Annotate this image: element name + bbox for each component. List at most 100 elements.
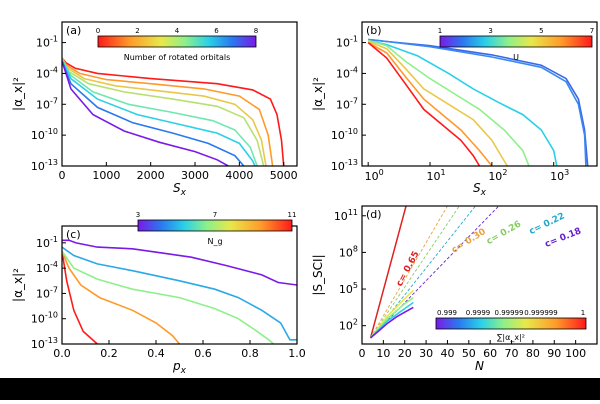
- colorbar-b-tick-1: 3: [488, 27, 492, 35]
- colorbar-d-tick-2: 0.99999: [495, 309, 524, 317]
- y-axis-label: |α_x|²: [11, 268, 25, 302]
- bottom-border: [0, 378, 600, 400]
- series-line-5: [62, 59, 256, 166]
- series-line-2: [62, 57, 267, 166]
- colorbar-a-tick-4: 8: [254, 27, 258, 35]
- x-tick-label-4: 0.8: [241, 347, 259, 360]
- panel-0-plot-area: [62, 57, 285, 166]
- colorbar-d-tick-4: 1: [581, 309, 585, 317]
- colorbar-d-tick-3: 0.999999: [524, 309, 557, 317]
- x-tick-label-3: 3000: [181, 169, 209, 182]
- y-axis-label: |S_SCI|: [311, 254, 325, 295]
- colorbar-a-tick-2: 4: [175, 27, 180, 35]
- series-line-5: [367, 41, 493, 166]
- y-tick-label-1: 10-4: [336, 65, 358, 80]
- x-tick-label-8: 80: [526, 347, 540, 360]
- series-line-1: [368, 38, 587, 166]
- panel-3-frame: [361, 205, 598, 345]
- y-tick-label-0: 10-1: [36, 35, 58, 50]
- colorbar-c-tick-2: 11: [288, 211, 297, 219]
- series-line-0: [62, 57, 285, 166]
- series-line-6: [367, 41, 481, 166]
- colorbar-c-tick-0: 3: [136, 211, 140, 219]
- y-axis-label: |α_x|²: [311, 77, 325, 111]
- y-tick-label-2: 10-7: [336, 96, 358, 111]
- x-tick-label-2: 20: [398, 347, 412, 360]
- colorbar-b: [439, 35, 593, 48]
- x-tick-label-0: 0: [59, 169, 66, 182]
- x-tick-label-3: 0.6: [194, 347, 212, 360]
- series-line-6: [62, 60, 245, 166]
- y-tick-label-1: 10-4: [36, 260, 58, 275]
- y-tick-label-3: 10-10: [31, 311, 58, 326]
- x-tick-label-5: 1.0: [288, 347, 306, 360]
- fit-line-2: [370, 206, 460, 339]
- x-tick-label-1: 10: [376, 347, 390, 360]
- series-line-1: [62, 250, 181, 344]
- x-tick-label-1: 0.2: [100, 347, 118, 360]
- y-tick-label-0: 10-1: [36, 235, 58, 250]
- y-tick-label-4: 10-13: [31, 336, 58, 351]
- colorbar-b-tick-2: 5: [539, 27, 543, 35]
- y-tick-label-1: 105: [339, 281, 358, 296]
- colorbar-d-label: ∑|α_x|²: [497, 333, 525, 342]
- series-line-4: [62, 58, 258, 166]
- colorbar-b-label: U: [513, 53, 519, 62]
- series-line-4: [367, 40, 508, 166]
- x-tick-label-3: 30: [419, 347, 433, 360]
- x-tick-label-0: 100: [365, 168, 384, 183]
- series-line-7: [62, 60, 229, 166]
- x-tick-label-5: 5000: [270, 169, 298, 182]
- x-axis-label: Sx: [473, 181, 487, 198]
- x-axis-label: px: [172, 359, 187, 376]
- y-axis-label: |α_x|²: [11, 77, 25, 111]
- panel-label: (c): [66, 228, 81, 241]
- panel-1-plot-area: [367, 38, 589, 166]
- fit-line-4: [370, 206, 500, 339]
- panel-1-frame: [361, 21, 598, 167]
- x-tick-label-7: 70: [505, 347, 519, 360]
- colorbar-c: [137, 219, 293, 232]
- y-tick-label-2: 10-7: [36, 285, 58, 300]
- colorbar-b-tick-3: 7: [590, 27, 594, 35]
- y-tick-label-4: 10-13: [331, 158, 358, 173]
- x-tick-label-5: 50: [462, 347, 476, 360]
- x-axis-label: Sx: [173, 181, 187, 198]
- colorbar-b-tick-0: 1: [438, 27, 442, 35]
- x-tick-label-2: 0.4: [147, 347, 165, 360]
- y-tick-label-3: 10-10: [331, 127, 358, 142]
- x-tick-label-1: 101: [426, 168, 445, 183]
- x-tick-label-1: 1000: [92, 169, 120, 182]
- y-tick-label-0: 102: [339, 318, 358, 333]
- series-line-0: [62, 251, 98, 344]
- series-line-3: [369, 306, 414, 339]
- series-line-2: [62, 250, 275, 344]
- colorbar-d-tick-0: 0.999: [437, 309, 457, 317]
- y-tick-label-3: 10-10: [31, 127, 58, 142]
- y-tick-label-4: 10-13: [31, 158, 58, 173]
- panel-2-plot-area: [62, 239, 297, 344]
- x-tick-label-6: 60: [483, 347, 497, 360]
- x-tick-label-2: 2000: [137, 169, 165, 182]
- x-tick-label-3: 103: [550, 168, 569, 183]
- colorbar-a: [97, 35, 257, 48]
- colorbar-a-tick-0: 0: [96, 27, 100, 35]
- colorbar-d-tick-1: 0.9999: [466, 309, 491, 317]
- colorbar-a-tick-3: 6: [214, 27, 219, 35]
- x-axis-label: N: [475, 359, 484, 373]
- panel-3-plot-area: [369, 206, 500, 339]
- series-line-2: [368, 39, 558, 166]
- x-tick-label-10: 100: [565, 347, 586, 360]
- y-tick-label-2: 10-7: [36, 96, 58, 111]
- x-tick-label-2: 102: [488, 168, 507, 183]
- y-tick-label-2: 108: [339, 244, 358, 259]
- colorbar-d: [435, 317, 587, 330]
- x-tick-label-0: 0.0: [53, 347, 71, 360]
- x-tick-label-0: 0: [359, 347, 366, 360]
- colorbar-c-tick-1: 7: [213, 211, 217, 219]
- y-tick-label-3: 1011: [334, 208, 358, 223]
- series-line-2: [369, 301, 414, 339]
- series-line-4: [62, 239, 297, 286]
- fit-line-3: [370, 206, 476, 339]
- fit-label-2: c= 0.26: [485, 219, 523, 247]
